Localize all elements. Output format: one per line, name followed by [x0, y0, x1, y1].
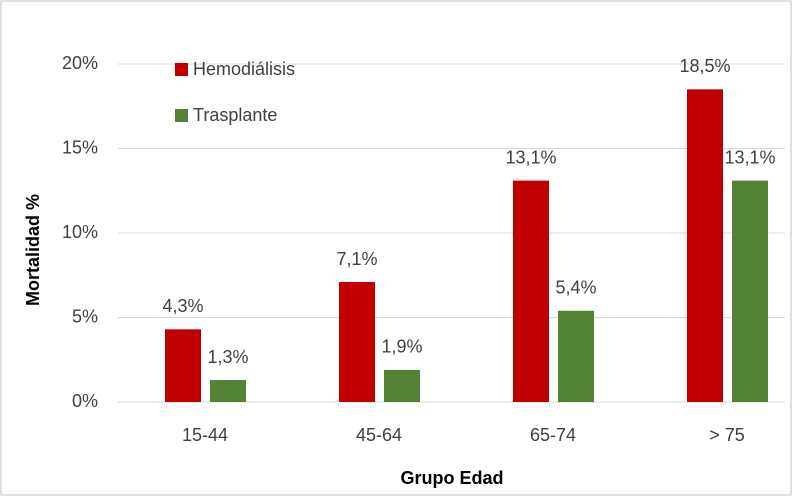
- bar: [384, 369, 420, 402]
- x-tick-label: 15-44: [182, 425, 228, 445]
- y-tick-label: 0%: [72, 391, 98, 411]
- data-label: 13,1%: [724, 147, 775, 167]
- y-axis-title: Mortalidad %: [23, 194, 43, 306]
- data-label: 4,3%: [162, 296, 203, 316]
- x-tick-label: 45-64: [356, 425, 402, 445]
- y-tick-label: 20%: [62, 53, 98, 73]
- legend-swatch: [175, 109, 188, 122]
- x-tick-label: > 75: [709, 425, 745, 445]
- bar: [558, 310, 594, 402]
- bar: [165, 329, 201, 402]
- bar: [210, 380, 246, 402]
- legend-label: Hemodiálisis: [193, 59, 295, 79]
- legend-label: Trasplante: [193, 105, 277, 125]
- bar: [687, 89, 723, 402]
- data-label: 1,9%: [381, 337, 422, 357]
- y-tick-label: 5%: [72, 306, 98, 326]
- x-tick-label: 65-74: [530, 425, 576, 445]
- bar: [732, 180, 768, 402]
- y-tick-label: 10%: [62, 222, 98, 242]
- bar: [513, 180, 549, 402]
- bar: [339, 282, 375, 402]
- data-label: 18,5%: [679, 56, 730, 76]
- data-label: 7,1%: [336, 249, 377, 269]
- legend-swatch: [175, 63, 188, 76]
- data-label: 13,1%: [505, 147, 556, 167]
- data-label: 1,3%: [207, 347, 248, 367]
- data-label: 5,4%: [555, 277, 596, 297]
- y-tick-label: 15%: [62, 137, 98, 157]
- x-axis-title: Grupo Edad: [401, 468, 504, 488]
